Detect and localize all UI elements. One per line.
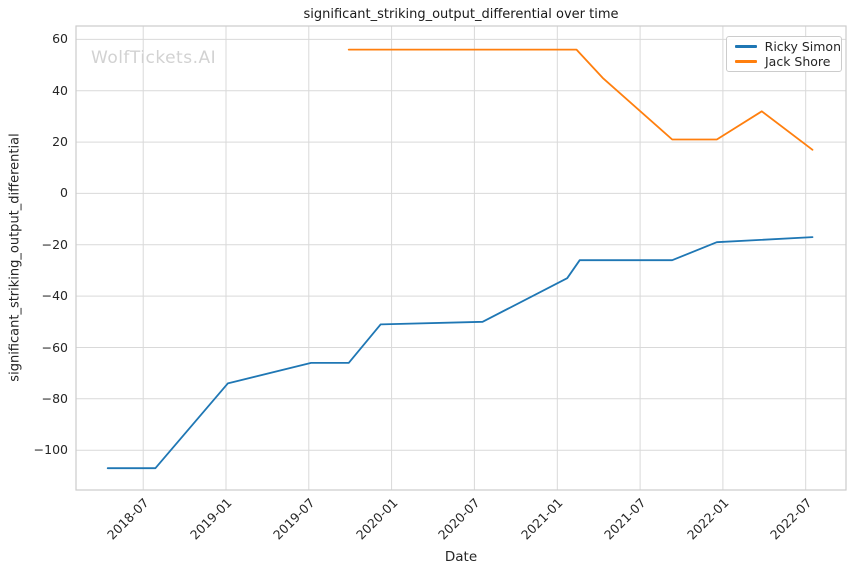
legend-line-swatch [735, 44, 757, 48]
chart-title: significant_striking_output_differential… [303, 7, 619, 22]
y-tick-label: 0 [60, 185, 68, 201]
legend-item-jack-shore: Jack Shore [735, 54, 841, 69]
y-tick-label: −60 [41, 339, 68, 355]
y-axis-label: significant_striking_output_differential [7, 133, 23, 382]
legend: Ricky Simon Jack Shore [726, 36, 842, 72]
plot-frame [75, 25, 847, 491]
series-line-jack-shore [347, 48, 814, 151]
watermark: WolfTickets.AI [91, 48, 217, 68]
y-tick-label: 60 [52, 31, 68, 47]
legend-label: Jack Shore [765, 54, 831, 70]
y-tick-label: −20 [41, 236, 68, 252]
y-tick-label: −100 [33, 442, 68, 458]
legend-line-swatch [735, 60, 757, 64]
y-tick-label: −40 [41, 288, 68, 304]
legend-item-ricky-simon: Ricky Simon [735, 39, 841, 54]
y-tick-label: −80 [41, 390, 68, 406]
y-tick-label: 20 [52, 134, 68, 150]
series-line-ricky-simon [106, 236, 814, 470]
legend-label: Ricky Simon [764, 38, 841, 54]
x-axis-label: Date [444, 549, 478, 565]
y-tick-label: 40 [52, 82, 68, 98]
